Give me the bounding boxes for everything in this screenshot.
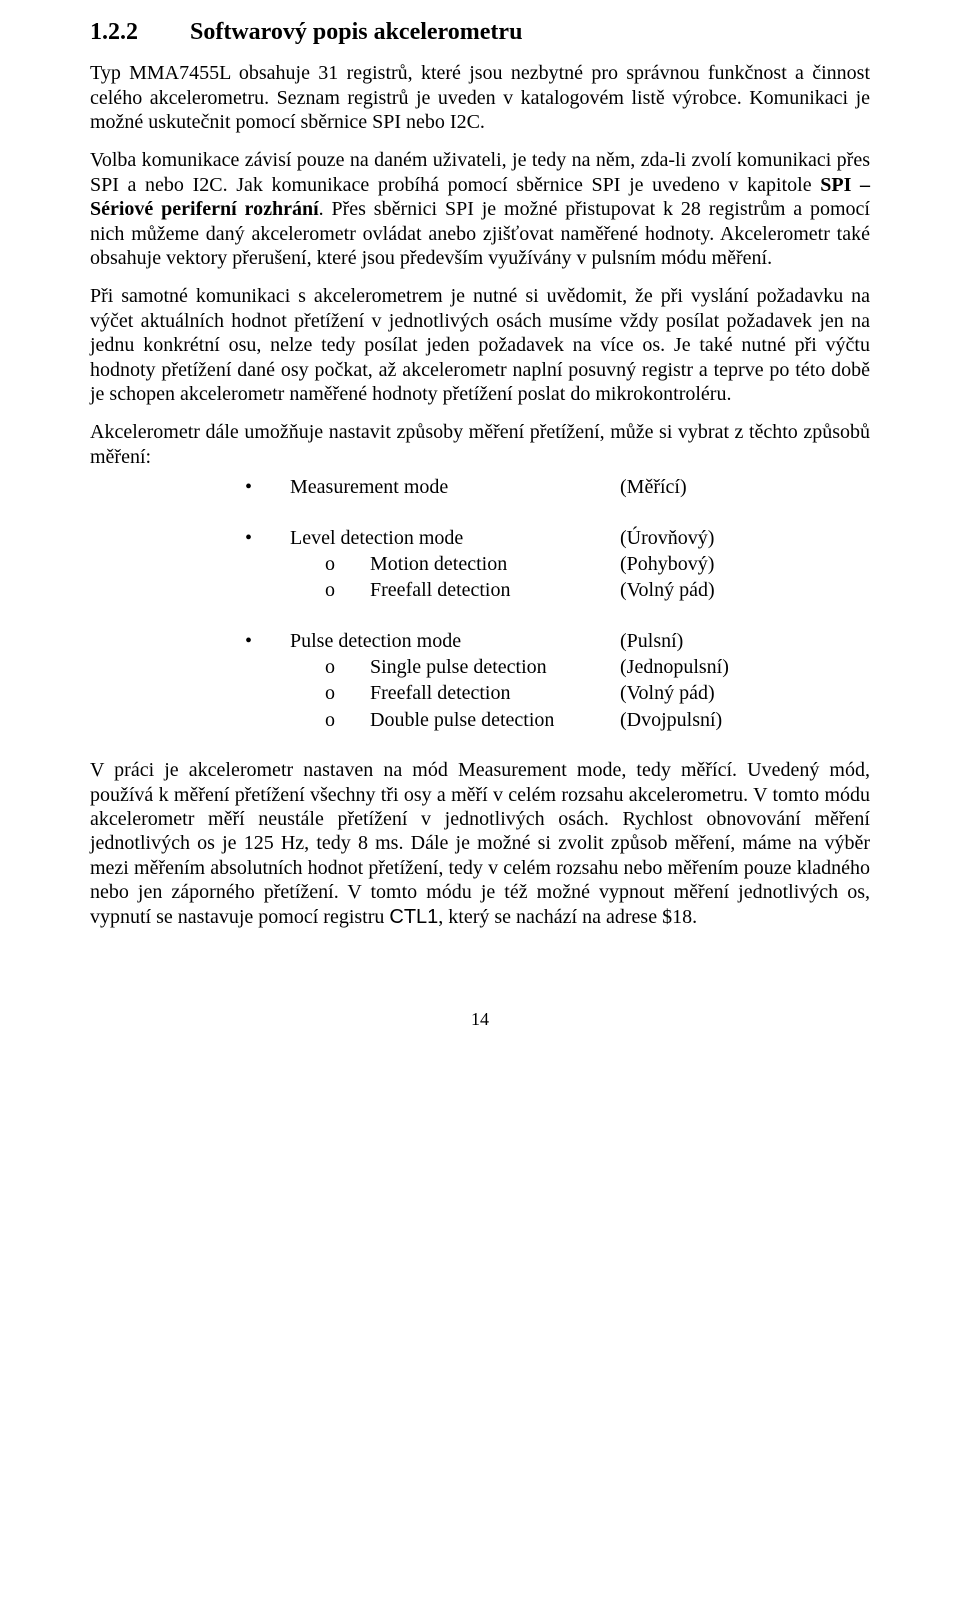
mode-paren: (Volný pád) <box>620 578 870 602</box>
mode-label: Single pulse detection <box>370 655 620 679</box>
mode-label: Level detection mode <box>290 526 620 550</box>
mode-label: Motion detection <box>370 552 620 576</box>
paragraph-3: Při samotné komunikaci s akcelerometrem … <box>90 284 870 406</box>
sub-bullet-icon: o <box>90 655 370 679</box>
paragraph-2a: Volba komunikace závisí pouze na daném u… <box>90 149 870 195</box>
bullet-icon: • <box>90 629 290 653</box>
sub-bullet-icon: o <box>90 578 370 602</box>
mode-label: Double pulse detection <box>370 708 620 732</box>
sub-bullet-icon: o <box>90 552 370 576</box>
mode-group-1: • Measurement mode (Měřící) <box>90 475 870 499</box>
mode-group-2: • Level detection mode (Úrovňový) o Moti… <box>90 526 870 603</box>
mode-group-3: • Pulse detection mode (Pulsní) o Single… <box>90 629 870 733</box>
mode-paren: (Pulsní) <box>620 629 870 653</box>
mode-paren: (Pohybový) <box>620 552 870 576</box>
section-title: Softwarový popis akcelerometru <box>190 19 522 45</box>
mode-label: Measurement mode <box>290 475 620 499</box>
mode-freefall-2: o Freefall detection (Volný pád) <box>90 681 870 705</box>
paragraph-4: Akcelerometr dále umožňuje nastavit způs… <box>90 420 870 469</box>
mode-double-pulse: o Double pulse detection (Dvojpulsní) <box>90 708 870 732</box>
page-number: 14 <box>90 1009 870 1031</box>
sub-bullet-icon: o <box>90 681 370 705</box>
section-number: 1.2.2 <box>90 18 190 47</box>
bullet-icon: • <box>90 475 290 499</box>
mode-label: Freefall detection <box>370 681 620 705</box>
paragraph-1: Typ MMA7455L obsahuje 31 registrů, které… <box>90 61 870 134</box>
paragraph-2: Volba komunikace závisí pouze na daném u… <box>90 148 870 270</box>
paragraph-5: V práci je akcelerometr nastaven na mód … <box>90 758 870 929</box>
mode-measurement: • Measurement mode (Měřící) <box>90 475 870 499</box>
mode-motion: o Motion detection (Pohybový) <box>90 552 870 576</box>
document-page: 1.2.2Softwarový popis akcelerometru Typ … <box>0 0 960 1071</box>
mode-single-pulse: o Single pulse detection (Jednopulsní) <box>90 655 870 679</box>
sub-bullet-icon: o <box>90 708 370 732</box>
mode-paren: (Jednopulsní) <box>620 655 870 679</box>
register-name: CTL1 <box>389 906 438 928</box>
mode-pulse: • Pulse detection mode (Pulsní) <box>90 629 870 653</box>
mode-label: Freefall detection <box>370 578 620 602</box>
section-heading: 1.2.2Softwarový popis akcelerometru <box>90 18 870 47</box>
mode-paren: (Úrovňový) <box>620 526 870 550</box>
mode-label: Pulse detection mode <box>290 629 620 653</box>
mode-level: • Level detection mode (Úrovňový) <box>90 526 870 550</box>
bullet-icon: • <box>90 526 290 550</box>
paragraph-5c: , který se nachází na adrese $18. <box>438 906 697 928</box>
mode-paren: (Měřící) <box>620 475 870 499</box>
mode-paren: (Volný pád) <box>620 681 870 705</box>
mode-freefall-1: o Freefall detection (Volný pád) <box>90 578 870 602</box>
paragraph-5a: V práci je akcelerometr nastaven na mód … <box>90 759 870 927</box>
mode-paren: (Dvojpulsní) <box>620 708 870 732</box>
